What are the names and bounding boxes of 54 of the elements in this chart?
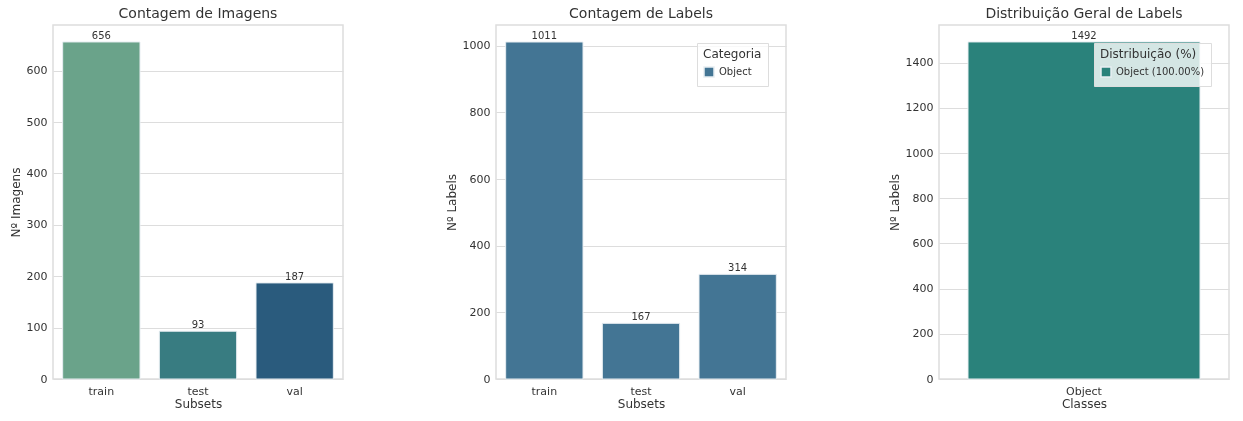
y-tick-label: 300 (26, 218, 48, 232)
bar (698, 273, 777, 380)
legend-title: Distribuição (%) (1100, 47, 1197, 61)
data-label: 93 (191, 319, 205, 331)
y-tick-label: 200 (26, 269, 48, 283)
y-tick-label: 1000 (462, 39, 491, 53)
y-tick-label: 800 (912, 191, 934, 205)
x-axis-title: Subsets (174, 396, 223, 411)
y-tick-label: 0 (483, 372, 491, 386)
x-tick-label: Object (1066, 384, 1103, 398)
legend-label: Object (100.00%) (1116, 66, 1205, 77)
y-tick-label: 400 (26, 166, 48, 180)
bar (62, 41, 141, 380)
x-axis-title: Classes (1061, 396, 1108, 411)
data-label: 167 (631, 311, 651, 323)
y-tick-label: 600 (26, 64, 48, 78)
bar (505, 41, 584, 380)
y-tick-label: 200 (912, 327, 934, 341)
y-tick-label: 1000 (905, 146, 934, 160)
chart-title: Contagem de Imagens (118, 5, 278, 21)
x-tick-label: train (531, 384, 558, 398)
chart-title: Contagem de Labels (569, 5, 713, 21)
x-axis-title: Subsets (617, 396, 666, 411)
y-tick-label: 800 (469, 105, 491, 119)
x-tick-label: val (286, 384, 303, 398)
x-tick-label: test (187, 384, 210, 398)
x-tick-label: train (88, 384, 115, 398)
y-tick-label: 0 (926, 372, 934, 386)
y-tick-label: 600 (912, 236, 934, 250)
y-tick-label: 1200 (905, 101, 934, 115)
y-tick-label: 100 (26, 321, 48, 335)
y-axis-title: Nº Labels (444, 173, 459, 232)
y-tick-label: 0 (40, 372, 48, 386)
legend-label: Object (719, 66, 752, 77)
data-label: 187 (285, 270, 305, 282)
y-axis-title: Nº Labels (887, 173, 902, 232)
x-tick-label: test (630, 384, 653, 398)
y-tick-label: 200 (469, 305, 491, 319)
y-tick-label: 400 (912, 282, 934, 296)
y-tick-label: 1400 (905, 56, 934, 70)
bar (158, 330, 238, 380)
data-label: 314 (728, 262, 748, 274)
legend-title: Categoria (703, 47, 762, 61)
data-label: 656 (91, 29, 111, 41)
y-tick-label: 400 (469, 239, 491, 253)
y-axis-title: Nº Imagens (8, 167, 23, 238)
y-tick-label: 500 (26, 115, 48, 129)
x-tick-label: val (729, 384, 746, 398)
chart-title: Distribuição Geral de Labels (985, 5, 1183, 21)
y-tick-label: 600 (469, 172, 491, 186)
bar (255, 282, 334, 380)
data-label: 1492 (1071, 29, 1097, 41)
bar (601, 322, 681, 380)
data-label: 1011 (531, 30, 558, 41)
